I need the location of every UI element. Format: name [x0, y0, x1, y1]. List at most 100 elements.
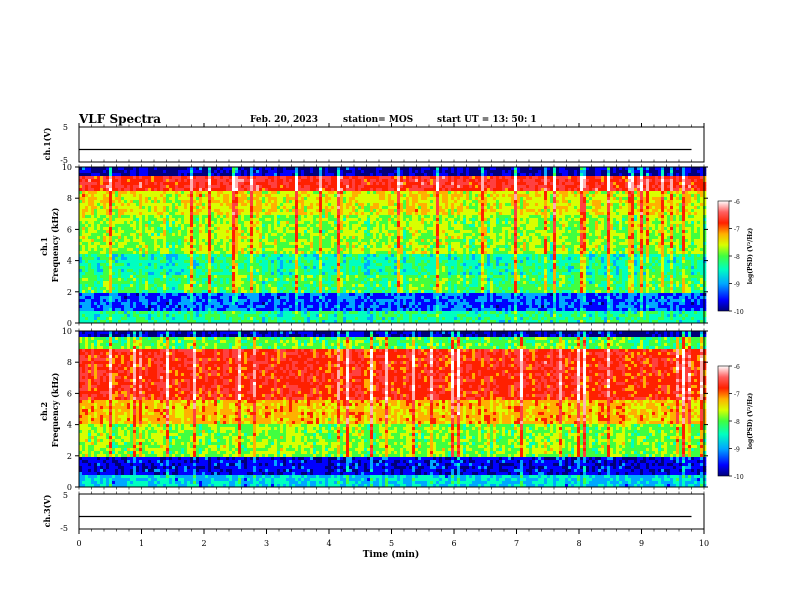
spectrogram-cell	[262, 173, 265, 176]
spectrogram-cell	[688, 221, 691, 224]
spectrogram-cell	[181, 206, 184, 209]
spectrogram-cell	[256, 233, 259, 236]
spectrogram-cell	[529, 203, 532, 206]
spectrogram-cell	[154, 227, 157, 230]
spectrogram-cell	[253, 227, 256, 230]
spectrogram-cell	[400, 170, 403, 173]
spectrogram-cell	[316, 230, 319, 233]
spectrogram-cell	[568, 227, 571, 230]
spectrogram-cell	[124, 230, 127, 233]
spectrogram-cell	[403, 224, 406, 227]
spectrogram-cell	[475, 200, 478, 203]
spectrogram-cell	[271, 236, 274, 239]
spectrogram-cell	[352, 212, 355, 215]
spectrogram-cell	[334, 200, 337, 203]
spectrogram-cell	[646, 230, 649, 233]
spectrogram-cell	[223, 206, 226, 209]
spectrogram-cell	[436, 215, 439, 218]
spectrogram-cell	[685, 221, 688, 224]
spectrogram-cell	[172, 176, 175, 179]
spectrogram-cell	[430, 206, 433, 209]
spectrogram-cell	[499, 215, 502, 218]
spectrogram-cell	[286, 170, 289, 173]
spectrogram-cell	[289, 227, 292, 230]
spectrogram-cell	[670, 227, 673, 230]
spectrogram-cell	[418, 203, 421, 206]
spectrogram-cell	[463, 188, 466, 191]
spectrogram-cell	[673, 200, 676, 203]
spectrogram-cell	[190, 176, 193, 179]
spectrogram-cell	[412, 221, 415, 224]
spectrogram-cell	[574, 224, 577, 227]
spectrogram-cell	[196, 215, 199, 218]
spectrogram-cell	[346, 206, 349, 209]
spectrogram-cell	[103, 200, 106, 203]
spectrogram-cell	[457, 215, 460, 218]
spectrogram-cell	[556, 227, 559, 230]
spectrogram-cell	[355, 194, 358, 197]
spectrogram-cell	[295, 233, 298, 236]
spectrogram-cell	[691, 212, 694, 215]
spectrogram-cell	[85, 230, 88, 233]
spectrogram-cell	[322, 221, 325, 224]
spectrogram-cell	[367, 215, 370, 218]
spectrogram-cell	[112, 170, 115, 173]
spectrogram-cell	[691, 170, 694, 173]
spectrogram-cell	[151, 230, 154, 233]
spectrogram-cell	[661, 182, 664, 185]
spectrogram-cell	[169, 227, 172, 230]
spectrogram-cell	[499, 236, 502, 239]
spectrogram-cell	[508, 230, 511, 233]
spectrogram-cell	[436, 191, 439, 194]
spectrogram-cell	[250, 233, 253, 236]
spectrogram-cell	[130, 230, 133, 233]
spectrogram-cell	[403, 188, 406, 191]
spectrogram-cell	[349, 224, 352, 227]
spectrogram-cell	[394, 221, 397, 224]
spectrogram-cell	[373, 185, 376, 188]
spectrogram-cell	[250, 188, 253, 191]
spectrogram-cell	[604, 233, 607, 236]
spectrogram-cell	[469, 185, 472, 188]
spectrogram-cell	[358, 176, 361, 179]
spectrogram-cell	[205, 188, 208, 191]
spectrogram-cell	[619, 200, 622, 203]
spectrogram-cell	[619, 221, 622, 224]
spectrogram-cell	[289, 170, 292, 173]
spectrogram-cell	[394, 182, 397, 185]
spectrogram-cell	[610, 230, 613, 233]
spectrogram-cell	[514, 236, 517, 239]
spectrogram-cell	[214, 188, 217, 191]
spectrogram-cell	[133, 206, 136, 209]
spectrogram-cell	[592, 179, 595, 182]
spectrogram-cell	[352, 218, 355, 221]
spectrogram-cell	[247, 218, 250, 221]
spectrogram-cell	[376, 233, 379, 236]
spectrogram-cell	[361, 185, 364, 188]
spectrogram-cell	[580, 227, 583, 230]
spectrogram-cell	[151, 188, 154, 191]
spectrogram-cell	[85, 176, 88, 179]
spectrogram-cell	[640, 233, 643, 236]
spectrogram-cell	[244, 209, 247, 212]
spectrogram-cell	[379, 188, 382, 191]
spectrogram-cell	[676, 191, 679, 194]
spectrogram-cell	[517, 176, 520, 179]
spectrogram-cell	[127, 209, 130, 212]
spectrogram-cell	[142, 230, 145, 233]
spectrogram-cell	[151, 236, 154, 239]
spectrogram-cell	[631, 224, 634, 227]
spectrogram-cell	[154, 185, 157, 188]
spectrogram-cell	[568, 206, 571, 209]
spectrogram-cell	[547, 200, 550, 203]
spectrogram-cell	[220, 221, 223, 224]
spectrogram-cell	[304, 185, 307, 188]
spectrogram-cell	[697, 182, 700, 185]
spectrogram-cell	[490, 203, 493, 206]
spectrogram-cell	[223, 185, 226, 188]
spectrogram-cell	[520, 197, 523, 200]
spectrogram-cell	[331, 218, 334, 221]
spectrogram-cell	[457, 206, 460, 209]
spectrogram-cell	[187, 191, 190, 194]
spectrogram-cell	[82, 182, 85, 185]
